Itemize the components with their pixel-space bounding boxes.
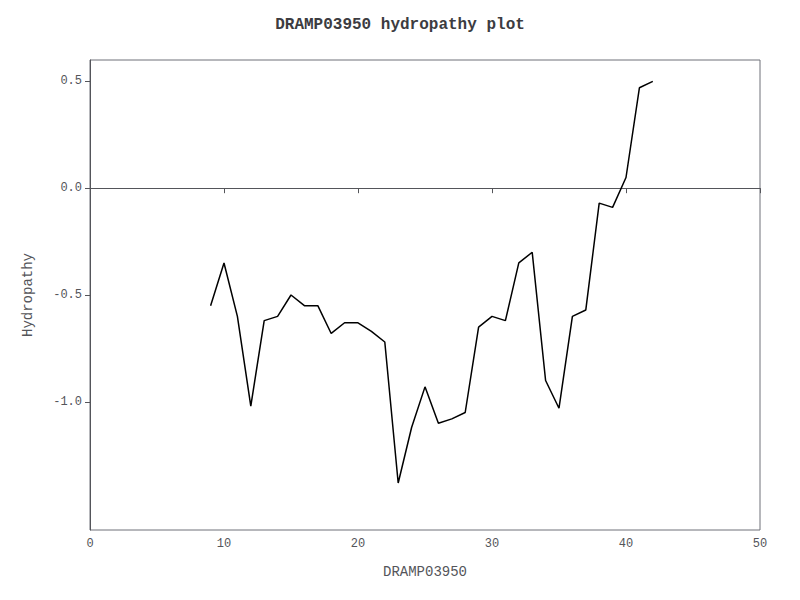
svg-text:-1.0: -1.0	[53, 395, 82, 409]
svg-text:DRAMP03950: DRAMP03950	[383, 564, 467, 580]
svg-text:-0.5: -0.5	[53, 288, 82, 302]
svg-text:0: 0	[86, 537, 93, 551]
svg-text:0.5: 0.5	[60, 74, 82, 88]
svg-text:20: 20	[351, 537, 365, 551]
svg-text:30: 30	[485, 537, 499, 551]
svg-text:DRAMP03950 hydropathy plot: DRAMP03950 hydropathy plot	[275, 16, 525, 34]
svg-text:Hydropathy: Hydropathy	[20, 253, 36, 337]
svg-text:40: 40	[619, 537, 633, 551]
svg-text:0.0: 0.0	[60, 181, 82, 195]
svg-text:50: 50	[753, 537, 767, 551]
svg-text:10: 10	[217, 537, 231, 551]
